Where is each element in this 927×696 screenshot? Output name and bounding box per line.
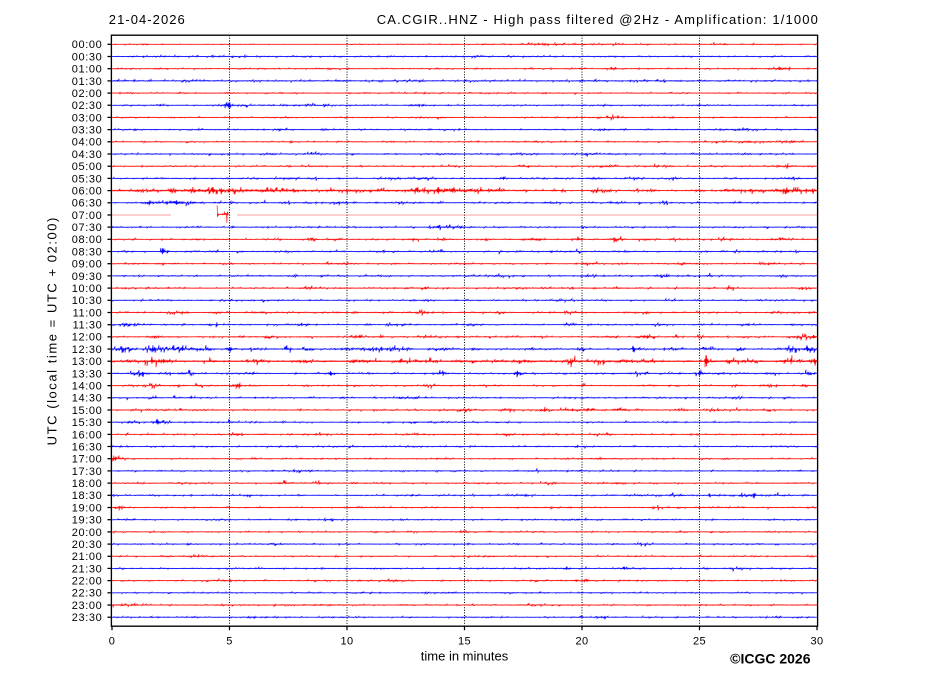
svg-text:22:00: 22:00 <box>72 576 103 588</box>
svg-text:07:30: 07:30 <box>72 222 103 234</box>
svg-text:13:30: 13:30 <box>72 368 103 380</box>
svg-text:30: 30 <box>810 636 823 648</box>
svg-text:03:30: 03:30 <box>72 125 103 137</box>
svg-text:02:30: 02:30 <box>72 100 103 112</box>
svg-text:20: 20 <box>575 636 588 648</box>
svg-text:25: 25 <box>693 636 706 648</box>
svg-text:18:00: 18:00 <box>72 478 103 490</box>
svg-text:23:30: 23:30 <box>72 612 103 624</box>
svg-text:05:00: 05:00 <box>72 161 103 173</box>
svg-text:0: 0 <box>109 636 116 648</box>
svg-text:14:00: 14:00 <box>72 381 103 393</box>
svg-text:19:00: 19:00 <box>72 502 103 514</box>
svg-text:UTC (local time = UTC + 02:00): UTC (local time = UTC + 02:00) <box>45 216 60 445</box>
svg-text:17:00: 17:00 <box>72 454 103 466</box>
svg-text:00:30: 00:30 <box>72 51 103 63</box>
svg-text:11:00: 11:00 <box>73 307 103 319</box>
svg-text:23:00: 23:00 <box>72 600 103 612</box>
svg-text:10:30: 10:30 <box>72 295 103 307</box>
svg-text:04:30: 04:30 <box>72 149 103 161</box>
svg-text:12:30: 12:30 <box>72 344 103 356</box>
svg-text:19:30: 19:30 <box>72 515 103 527</box>
svg-text:00:00: 00:00 <box>72 39 103 51</box>
svg-text:11:30: 11:30 <box>73 320 103 332</box>
svg-text:5: 5 <box>226 636 233 648</box>
svg-text:20:30: 20:30 <box>72 539 103 551</box>
svg-text:13:00: 13:00 <box>72 356 103 368</box>
svg-text:12:00: 12:00 <box>72 332 103 344</box>
svg-text:16:00: 16:00 <box>72 429 103 441</box>
svg-text:21:30: 21:30 <box>72 563 103 575</box>
svg-text:01:30: 01:30 <box>72 76 103 88</box>
svg-text:10:00: 10:00 <box>72 283 103 295</box>
svg-text:14:30: 14:30 <box>72 393 103 405</box>
svg-text:15:00: 15:00 <box>72 405 103 417</box>
svg-text:CA.CGIR..HNZ - High pass filte: CA.CGIR..HNZ - High pass filtered @2Hz -… <box>377 12 819 27</box>
svg-text:05:30: 05:30 <box>72 173 103 185</box>
svg-text:01:00: 01:00 <box>72 64 103 76</box>
svg-text:©ICGC 2026: ©ICGC 2026 <box>730 650 811 666</box>
svg-text:time in minutes: time in minutes <box>421 648 509 663</box>
svg-text:04:00: 04:00 <box>72 137 103 149</box>
svg-text:18:30: 18:30 <box>72 490 103 502</box>
svg-text:06:30: 06:30 <box>72 198 103 210</box>
svg-text:02:00: 02:00 <box>72 88 103 100</box>
svg-text:10: 10 <box>340 636 353 648</box>
svg-text:17:30: 17:30 <box>72 466 103 478</box>
svg-text:21:00: 21:00 <box>72 551 103 563</box>
svg-text:15:30: 15:30 <box>72 417 103 429</box>
svg-text:16:30: 16:30 <box>72 441 103 453</box>
svg-text:20:00: 20:00 <box>72 527 103 539</box>
svg-text:22:30: 22:30 <box>72 588 103 600</box>
svg-text:15: 15 <box>458 636 471 648</box>
svg-text:21-04-2026: 21-04-2026 <box>109 12 186 27</box>
svg-text:03:00: 03:00 <box>72 112 103 124</box>
svg-text:08:00: 08:00 <box>72 234 103 246</box>
svg-text:06:00: 06:00 <box>72 186 103 198</box>
svg-text:08:30: 08:30 <box>72 246 103 258</box>
svg-text:07:00: 07:00 <box>72 210 103 222</box>
svg-text:09:00: 09:00 <box>72 259 103 271</box>
svg-text:09:30: 09:30 <box>72 271 103 283</box>
